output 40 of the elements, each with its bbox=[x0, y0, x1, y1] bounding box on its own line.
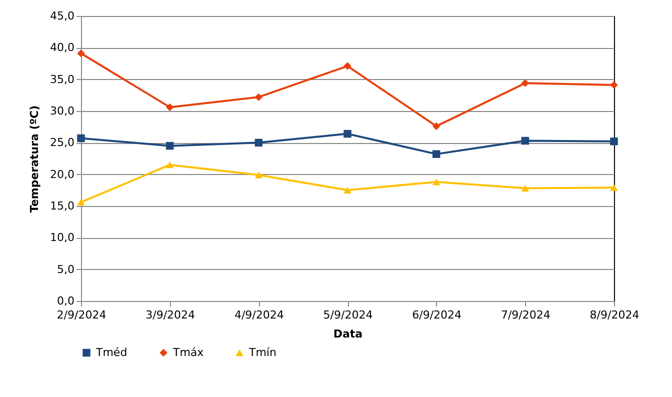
x-tick-label: 8/9/2024 bbox=[590, 308, 640, 322]
point bbox=[432, 150, 440, 158]
y-tick-label: 5,0 bbox=[57, 262, 74, 276]
point bbox=[521, 136, 530, 145]
point bbox=[432, 122, 440, 130]
legend-label: Tmáx bbox=[172, 346, 204, 359]
legend-label: Tméd bbox=[95, 346, 128, 359]
point bbox=[166, 161, 174, 168]
y-tick-label: 35,0 bbox=[50, 72, 74, 86]
point bbox=[166, 142, 174, 150]
x-tick-label: 7/9/2024 bbox=[500, 308, 550, 322]
y-tick-label: 15,0 bbox=[50, 200, 74, 212]
x-tick-label: 6/9/2024 bbox=[412, 308, 462, 322]
point bbox=[610, 184, 618, 191]
point bbox=[432, 178, 440, 186]
point bbox=[521, 184, 530, 192]
y-tick-label: 25,0 bbox=[50, 136, 74, 150]
point bbox=[610, 81, 618, 89]
y-tick-label: 20,0 bbox=[50, 168, 74, 181]
point bbox=[166, 103, 174, 112]
x-axis-title: Data bbox=[333, 328, 363, 340]
point bbox=[254, 93, 263, 101]
y-tick-label: 45,0 bbox=[50, 10, 74, 22]
y-tick-label: 10,0 bbox=[50, 231, 74, 244]
x-tick-label: 4/9/2024 bbox=[234, 308, 284, 322]
legend-label: Tmín bbox=[248, 346, 276, 359]
x-tick-label: 2/9/2024 bbox=[56, 308, 106, 322]
y-tick-label: 40,0 bbox=[50, 41, 74, 54]
x-tick-label: 3/9/2024 bbox=[146, 308, 196, 322]
point bbox=[344, 62, 352, 70]
y-tick-label: 30,0 bbox=[50, 104, 74, 118]
x-tick-label: 5/9/2024 bbox=[323, 308, 373, 322]
point bbox=[344, 130, 352, 138]
point bbox=[610, 138, 618, 146]
point bbox=[521, 79, 530, 88]
point bbox=[254, 138, 263, 147]
y-tick-label: 0,0 bbox=[57, 294, 74, 308]
y-axis-title: Temperatura (ºC) bbox=[28, 105, 42, 213]
point bbox=[254, 172, 263, 178]
point bbox=[344, 186, 352, 194]
